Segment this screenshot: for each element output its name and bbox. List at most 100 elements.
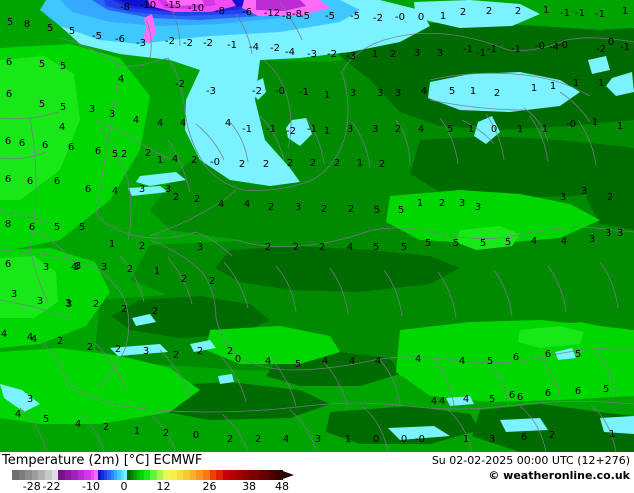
lake-cyan-6	[132, 314, 156, 326]
temperature-value-label: 3	[36, 296, 44, 307]
temperature-value-label: 2	[238, 159, 246, 170]
copyright-credit: © weatheronline.co.uk	[488, 469, 630, 482]
temperature-value-label: 0	[607, 37, 615, 48]
temperature-value-label: -4	[249, 42, 259, 53]
contour-band-cyan-c	[414, 0, 540, 28]
colorbar-segment	[31, 470, 39, 480]
temperature-value-label: 4	[132, 115, 140, 126]
temperature-value-label: -1	[575, 8, 585, 19]
temperature-value-label: 2	[548, 430, 556, 441]
temperature-value-label: 5	[574, 349, 582, 360]
temperature-value-label: 2	[172, 192, 180, 203]
temperature-value-label: 3	[164, 184, 172, 195]
colorbar-segment	[123, 470, 128, 480]
colorbar-tick-label: -22	[42, 480, 61, 493]
temperature-value-label: 1	[608, 429, 616, 440]
temperature-value-label: 6	[41, 140, 49, 151]
contour-band-6c-d	[518, 326, 584, 348]
temperature-value-label: 3	[488, 434, 496, 445]
contour-band-cyan-b	[428, 72, 580, 112]
temperature-value-label: 6	[5, 57, 13, 68]
colorbar-segment	[38, 470, 45, 480]
temperature-value-label: 3	[26, 394, 34, 405]
temperature-value-label: 4	[26, 332, 34, 343]
temperature-value-label: -3	[206, 86, 216, 97]
temperature-value-label: 5	[424, 238, 432, 249]
temperature-value-label: 4	[462, 394, 470, 405]
temperature-value-label: 2	[254, 434, 262, 445]
temperature-value-label: 3	[458, 198, 466, 209]
temperature-value-label: 5	[373, 205, 381, 216]
temperature-value-label: 1	[462, 434, 470, 445]
temperature-value-label: -1	[242, 124, 252, 135]
colorbar-segment	[229, 470, 236, 480]
contour-band-0c-i	[586, 166, 634, 230]
temperature-value-label: 4	[321, 356, 329, 367]
temperature-value-label: -1	[487, 44, 497, 55]
temperature-value-label: -1	[463, 44, 473, 55]
temperature-value-label: 5	[59, 61, 67, 72]
temperature-value-label: 4	[14, 409, 22, 420]
temperature-value-label: 3	[294, 202, 302, 213]
temperature-value-label: 5	[53, 222, 61, 233]
colorbar-segment	[44, 470, 52, 480]
temperature-value-label: -2	[270, 43, 280, 54]
temperature-value-label: 0	[372, 434, 380, 445]
temperature-value-label: 1	[439, 11, 447, 22]
temperature-value-label: 1	[133, 426, 141, 437]
colorbar-tick-label: 48	[275, 480, 289, 493]
temperature-value-label: 2	[208, 276, 216, 287]
colorbar-segment	[110, 470, 115, 480]
temperature-value-label: -10	[139, 0, 157, 11]
temperature-value-label: 2	[172, 350, 180, 361]
temperature-value-label: 1	[616, 121, 624, 132]
temperature-value-label: 2	[514, 6, 522, 17]
temperature-value-label: 3	[138, 184, 146, 195]
contour-band-m15c-b	[166, 0, 204, 6]
temperature-value-label: -2	[183, 38, 193, 49]
temperature-value-label: 6	[516, 392, 524, 403]
temperature-value-label: 6	[544, 349, 552, 360]
temperature-value-label: -1	[299, 87, 309, 98]
temperature-value-label: 2	[180, 274, 188, 285]
temperature-value-label: -2	[252, 86, 262, 97]
temperature-value-label: 5	[397, 205, 405, 216]
temperature-value-label: 2	[333, 158, 341, 169]
colorbar-tick-label: -10	[82, 480, 100, 493]
colorbar-segment	[156, 470, 164, 480]
temperature-value-label: 2	[226, 434, 234, 445]
temperature-value-label: 2	[292, 242, 300, 253]
temperature-value-label: 1	[323, 90, 331, 101]
temperature-value-label: 1	[516, 124, 524, 135]
temperature-value-label: 3	[42, 262, 50, 273]
temperature-map[interactable]: 5 8 5 5 -5 -6 -3 -8 -10 -15 -10 -8 -6 -12 -8 -8 -5 -5 -5 -2…	[0, 0, 634, 452]
temperature-value-label: 2	[318, 242, 326, 253]
temperature-value-label: 5	[479, 238, 487, 249]
temperature-value-label: 3	[72, 262, 80, 273]
legend-title: Temperature (2m) [°C] ECMWF	[2, 453, 203, 468]
lake-cyan-16	[555, 348, 576, 360]
contour-band-5c-f	[206, 326, 340, 364]
colorbar-segment	[58, 470, 65, 480]
lake-cyan-11	[500, 418, 548, 432]
colorbar-segment	[202, 470, 210, 480]
colorbar-segment	[25, 470, 32, 480]
temperature-value-label: 2	[114, 344, 122, 355]
temperature-value-label: 5	[46, 23, 54, 34]
temperature-value-label: 4	[420, 86, 428, 97]
temperature-value-label: 1	[108, 239, 116, 250]
temperature-value-label: 2	[262, 159, 270, 170]
temperature-value-label: 6	[28, 222, 36, 233]
temperature-value-label: 2	[485, 6, 493, 17]
temperature-value-label: 3	[349, 88, 357, 99]
temperature-value-label: 4	[346, 242, 354, 253]
temperature-value-label: 1	[597, 78, 605, 89]
colorbar[interactable]: -28 -22 -10 0 12 26 38 48	[12, 470, 302, 493]
temperature-value-label: -5	[350, 11, 360, 22]
temperature-value-label: 2	[126, 264, 134, 275]
temperature-value-label: 1	[591, 117, 599, 128]
map-footer: Temperature (2m) [°C] ECMWF Su 02-02-202…	[0, 452, 634, 493]
temperature-value-label: -0	[210, 157, 220, 168]
temperature-value-label: 2	[286, 158, 294, 169]
